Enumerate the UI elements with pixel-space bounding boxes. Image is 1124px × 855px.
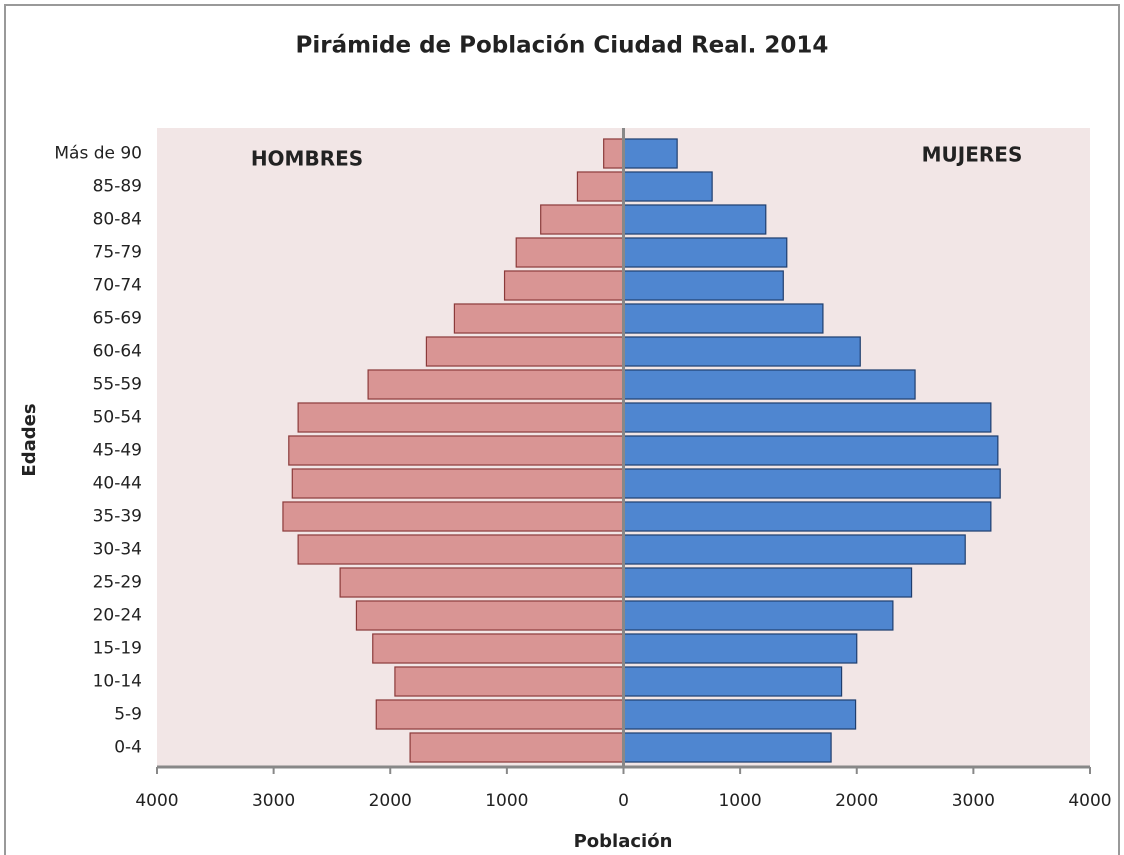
bar bbox=[622, 699, 857, 730]
x-tick-label: 1000 bbox=[485, 791, 528, 811]
bar bbox=[622, 534, 966, 565]
x-tick-label: 0 bbox=[618, 791, 629, 811]
bar bbox=[622, 171, 713, 202]
bar bbox=[372, 633, 625, 664]
bar bbox=[622, 204, 767, 235]
bar bbox=[297, 534, 625, 565]
y-tick-label: 15-19 bbox=[93, 639, 142, 659]
bar bbox=[339, 567, 625, 598]
y-tick-label: 50-54 bbox=[93, 408, 142, 428]
bar bbox=[622, 435, 999, 466]
y-tick-label: 70-74 bbox=[93, 276, 142, 296]
x-tick-label: 4000 bbox=[1068, 791, 1111, 811]
y-tick-label: 65-69 bbox=[93, 309, 142, 329]
bar bbox=[622, 501, 992, 532]
y-tick-label: 40-44 bbox=[93, 474, 142, 494]
x-tick-label: 3000 bbox=[252, 791, 295, 811]
bar bbox=[622, 666, 843, 697]
y-tick-label: 75-79 bbox=[93, 243, 142, 263]
bar bbox=[622, 567, 913, 598]
bar bbox=[503, 270, 625, 301]
bar bbox=[622, 138, 678, 169]
x-axis-label: Población bbox=[574, 831, 673, 852]
y-tick-label: 60-64 bbox=[93, 342, 142, 362]
bar bbox=[622, 600, 894, 631]
bar bbox=[394, 666, 625, 697]
y-tick-label: 30-34 bbox=[93, 540, 142, 560]
chart-title: Pirámide de Población Ciudad Real. 2014 bbox=[296, 33, 829, 59]
bar bbox=[425, 336, 625, 367]
bar bbox=[540, 204, 625, 235]
x-tick-label: 1000 bbox=[718, 791, 761, 811]
legend-label: HOMBRES bbox=[251, 147, 363, 171]
y-tick-label: 10-14 bbox=[93, 672, 142, 692]
bar bbox=[355, 600, 625, 631]
y-tick-label: 5-9 bbox=[114, 705, 142, 725]
y-tick-label: 45-49 bbox=[93, 441, 142, 461]
bar bbox=[576, 171, 625, 202]
bar bbox=[288, 435, 625, 466]
bar bbox=[297, 402, 625, 433]
bar bbox=[622, 402, 992, 433]
bar bbox=[291, 468, 625, 499]
x-tick-label: 3000 bbox=[952, 791, 995, 811]
bar bbox=[622, 468, 1001, 499]
y-tick-label: 25-29 bbox=[93, 573, 142, 593]
bar bbox=[622, 732, 832, 763]
y-tick-label: 80-84 bbox=[93, 210, 142, 230]
y-tick-label: 35-39 bbox=[93, 507, 142, 527]
y-tick-label: Más de 90 bbox=[54, 144, 142, 164]
legend-label: MUJERES bbox=[922, 143, 1023, 167]
y-axis-label: Edades bbox=[19, 403, 40, 476]
bar bbox=[622, 369, 916, 400]
bar bbox=[622, 633, 858, 664]
bar bbox=[622, 237, 788, 268]
bar bbox=[622, 303, 824, 334]
bar bbox=[453, 303, 625, 334]
y-tick-label: 0-4 bbox=[114, 738, 142, 758]
bar bbox=[282, 501, 625, 532]
bar bbox=[603, 138, 625, 169]
y-tick-label: 55-59 bbox=[93, 375, 142, 395]
y-tick-label: 20-24 bbox=[93, 606, 142, 626]
bar bbox=[515, 237, 625, 268]
y-tick-label: 85-89 bbox=[93, 177, 142, 197]
x-tick-label: 2000 bbox=[835, 791, 878, 811]
x-tick-label: 2000 bbox=[369, 791, 412, 811]
bar bbox=[622, 270, 784, 301]
bar bbox=[367, 369, 625, 400]
bar bbox=[622, 336, 861, 367]
bar bbox=[409, 732, 625, 763]
x-tick-label: 4000 bbox=[135, 791, 178, 811]
bar bbox=[375, 699, 625, 730]
